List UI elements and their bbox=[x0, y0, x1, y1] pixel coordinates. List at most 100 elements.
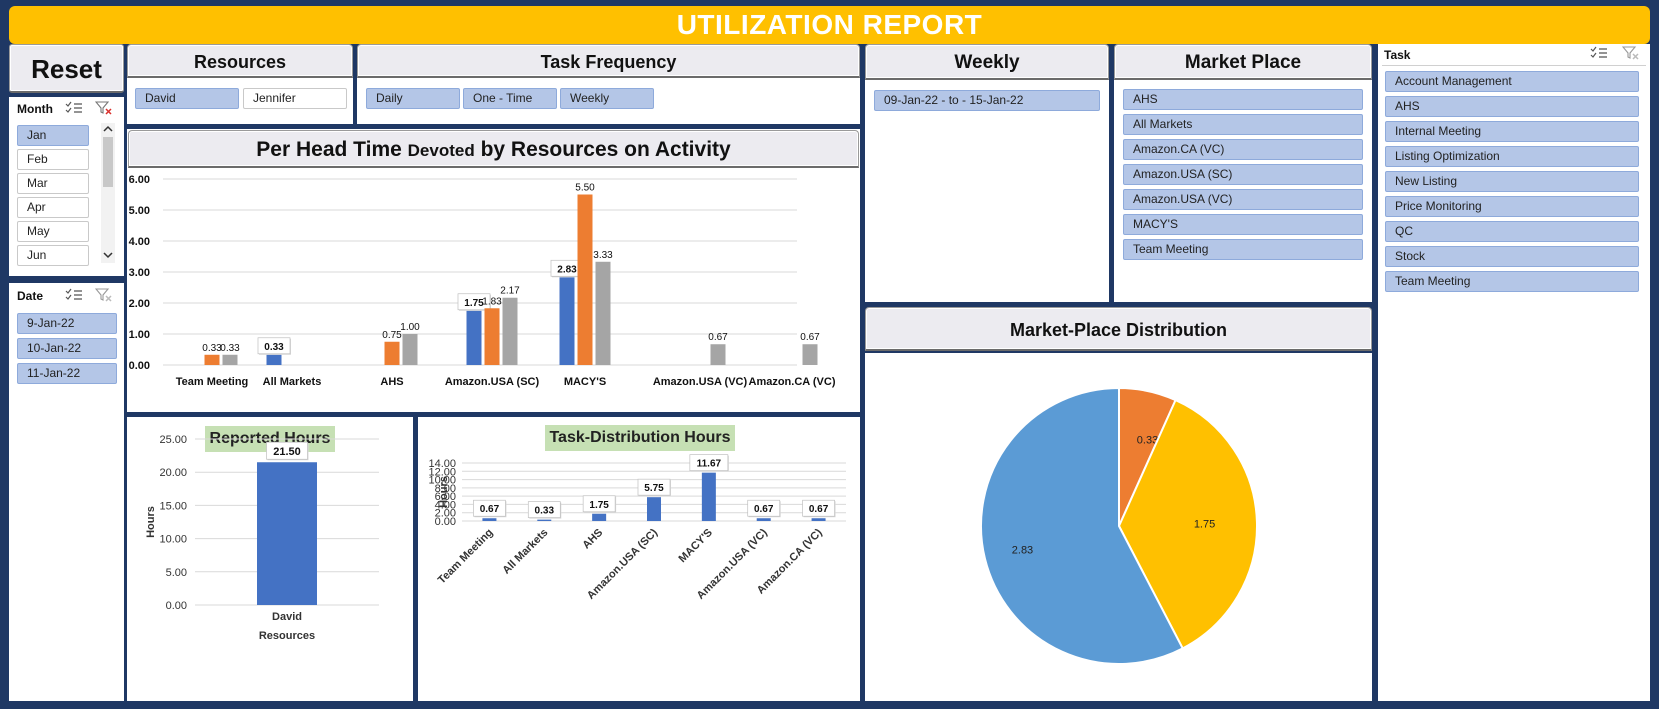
reset-button[interactable]: Reset bbox=[9, 44, 124, 93]
month-item[interactable]: Jan bbox=[17, 125, 89, 146]
task-item[interactable]: Internal Meeting bbox=[1385, 121, 1639, 142]
market-slicer: AHS All Markets Amazon.CA (VC) Amazon.US… bbox=[1114, 80, 1372, 302]
date-item[interactable]: 11-Jan-22 bbox=[17, 363, 117, 384]
task-item[interactable]: Listing Optimization bbox=[1385, 146, 1639, 167]
bar bbox=[592, 513, 607, 521]
data-label-box bbox=[257, 337, 291, 355]
task-item[interactable]: New Listing bbox=[1385, 171, 1639, 192]
resources-slicer-title: Resources bbox=[127, 44, 353, 78]
bar bbox=[595, 261, 611, 365]
multi-select-icon[interactable] bbox=[65, 288, 83, 302]
y-tick-label: 20.00 bbox=[159, 467, 187, 479]
market-item[interactable]: Amazon.USA (VC) bbox=[1123, 189, 1363, 210]
data-label-box bbox=[582, 495, 616, 513]
bar bbox=[802, 344, 818, 365]
y-tick-label: 5.00 bbox=[166, 567, 187, 579]
scrollbar-thumb[interactable] bbox=[103, 137, 113, 187]
market-item[interactable]: Amazon.CA (VC) bbox=[1123, 139, 1363, 160]
per-head-chart-title: Per Head Time Devoted by Resources on Ac… bbox=[128, 130, 859, 168]
month-item[interactable]: Jun bbox=[17, 245, 89, 266]
month-slicer: Month Jan Feb Mar Apr May Jun bbox=[9, 97, 124, 276]
data-label-box bbox=[266, 441, 308, 460]
month-item[interactable]: May bbox=[17, 221, 89, 242]
pie-slice bbox=[1117, 398, 1258, 650]
task-slicer-title: Task bbox=[1384, 48, 1411, 62]
date-item[interactable]: 9-Jan-22 bbox=[17, 313, 117, 334]
month-item[interactable]: Mar bbox=[17, 173, 89, 194]
task-item[interactable]: QC bbox=[1385, 221, 1639, 242]
data-label: 0.33 bbox=[202, 343, 222, 354]
bar bbox=[502, 297, 518, 365]
task-item[interactable]: Price Monitoring bbox=[1385, 196, 1639, 217]
clear-filter-icon[interactable] bbox=[95, 288, 113, 302]
data-label: 3.33 bbox=[593, 250, 613, 261]
task-slicer: Task Account Management AHS Internal Mee… bbox=[1378, 44, 1650, 701]
task-distribution-panel: Task-Distribution Hours 0.00 2.00 4.00 6.00… bbox=[418, 417, 860, 701]
bar bbox=[204, 354, 220, 365]
bar bbox=[701, 472, 716, 521]
multi-select-icon[interactable] bbox=[65, 101, 83, 115]
pie-label: 1.75 bbox=[1194, 519, 1215, 531]
bar bbox=[266, 354, 282, 365]
data-label: 5.75 bbox=[644, 483, 664, 494]
data-label-box bbox=[527, 501, 561, 518]
weekly-slicer: 09-Jan-22 - to - 15-Jan-22 bbox=[865, 80, 1109, 302]
y-tick-label: 10.00 bbox=[159, 534, 187, 546]
resource-item[interactable]: Jennifer bbox=[243, 88, 347, 109]
data-label: 0.67 bbox=[800, 332, 820, 343]
date-item[interactable]: 10-Jan-22 bbox=[17, 338, 117, 359]
y-tick-label: 0.00 bbox=[435, 516, 456, 528]
task-item[interactable]: Stock bbox=[1385, 246, 1639, 267]
reported-hours-bar-chart: 0.00 5.00 10.00 15.00 20.00 25.00 21.50 David Re… bbox=[145, 434, 379, 642]
month-item[interactable]: Apr bbox=[17, 197, 89, 218]
y-tick-label: 3.00 bbox=[129, 267, 150, 279]
market-item[interactable]: AHS bbox=[1123, 89, 1363, 110]
frequency-slicer: Daily One - Time Weekly bbox=[357, 78, 860, 124]
x-tick-label: David bbox=[272, 611, 302, 623]
market-item[interactable]: All Markets bbox=[1123, 114, 1363, 135]
multi-select-icon[interactable] bbox=[1590, 46, 1608, 60]
bar bbox=[756, 518, 771, 521]
scroll-down-icon[interactable] bbox=[103, 251, 113, 259]
y-tick-label: 25.00 bbox=[159, 434, 187, 446]
task-item[interactable]: Account Management bbox=[1385, 71, 1639, 92]
x-tick-label: All Markets bbox=[500, 527, 550, 577]
frequency-item[interactable]: Weekly bbox=[560, 88, 654, 109]
pie-label: 2.83 bbox=[1012, 545, 1033, 557]
clear-filter-icon[interactable] bbox=[95, 101, 113, 115]
task-item[interactable]: AHS bbox=[1385, 96, 1639, 117]
x-tick-label: AHS bbox=[380, 376, 403, 388]
x-axis-title: Resources bbox=[259, 630, 315, 642]
data-label: 21.50 bbox=[273, 446, 301, 458]
y-tick-label: 4.00 bbox=[435, 499, 456, 511]
y-tick-label: 0.00 bbox=[129, 360, 150, 372]
month-scrollbar[interactable] bbox=[101, 123, 115, 263]
weekly-item[interactable]: 09-Jan-22 - to - 15-Jan-22 bbox=[874, 90, 1100, 111]
data-label: 0.33 bbox=[535, 506, 555, 517]
y-tick-label: 6.00 bbox=[435, 491, 456, 503]
market-item[interactable]: Team Meeting bbox=[1123, 239, 1363, 260]
y-tick-label: 4.00 bbox=[129, 236, 150, 248]
data-label: 0.67 bbox=[480, 504, 500, 515]
task-item[interactable]: Team Meeting bbox=[1385, 271, 1639, 292]
market-item[interactable]: Amazon.USA (SC) bbox=[1123, 164, 1363, 185]
data-label: 1.83 bbox=[482, 296, 502, 307]
y-tick-label: 8.00 bbox=[435, 483, 456, 495]
date-slicer-title: Date bbox=[17, 289, 44, 303]
bar bbox=[484, 308, 500, 365]
x-tick-label: All Markets bbox=[263, 376, 322, 388]
month-item[interactable]: Feb bbox=[17, 149, 89, 170]
month-slicer-title: Month bbox=[17, 102, 53, 116]
clear-filter-icon[interactable] bbox=[1622, 46, 1640, 60]
data-label: 0.67 bbox=[708, 332, 728, 343]
scroll-up-icon[interactable] bbox=[103, 125, 113, 133]
data-label-box bbox=[637, 478, 671, 496]
data-label-box bbox=[689, 454, 729, 472]
y-axis-title: Hours bbox=[145, 506, 157, 538]
frequency-item[interactable]: One - Time bbox=[463, 88, 557, 109]
resource-item[interactable]: David bbox=[135, 88, 239, 109]
bar bbox=[811, 518, 826, 521]
market-item[interactable]: MACY'S bbox=[1123, 214, 1363, 235]
frequency-item[interactable]: Daily bbox=[366, 88, 460, 109]
bar bbox=[647, 497, 661, 521]
